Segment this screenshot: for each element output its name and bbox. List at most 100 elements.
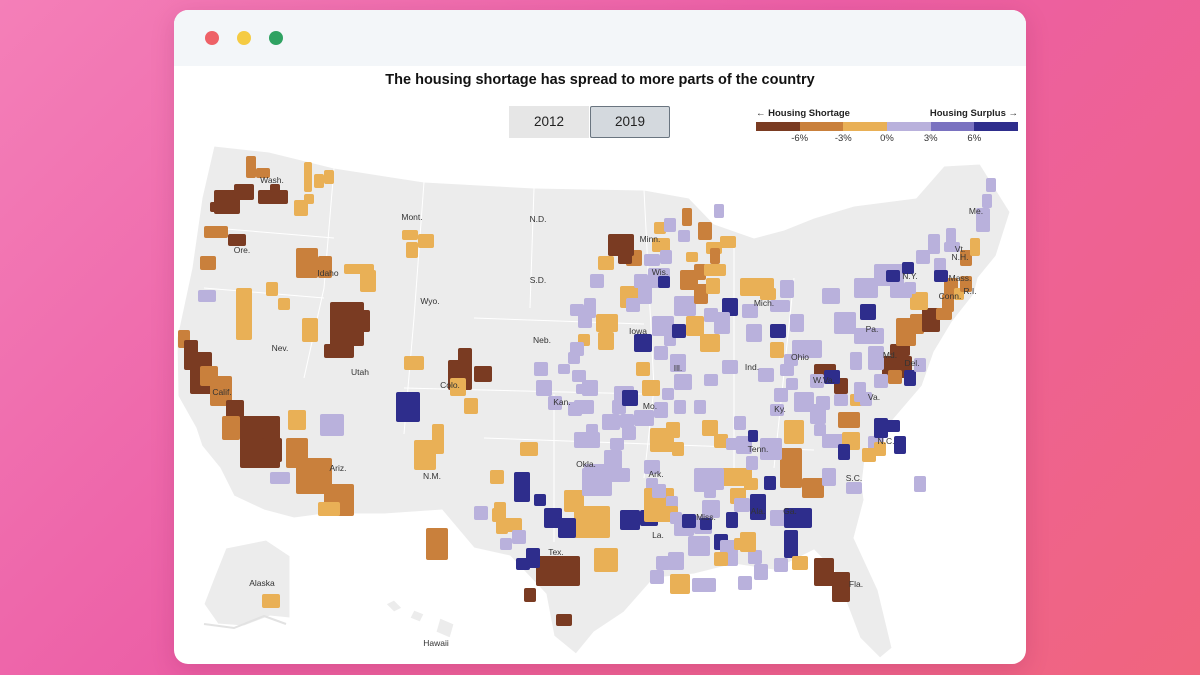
metro-area	[534, 362, 548, 376]
metro-area	[770, 300, 790, 312]
metro-area	[586, 424, 598, 436]
metro-area	[598, 332, 614, 350]
metro-area	[910, 314, 924, 334]
state-label: Va.	[868, 392, 880, 402]
metro-area	[654, 346, 668, 360]
metro-area	[934, 258, 946, 272]
state-label: Ky.	[774, 404, 786, 414]
metro-area	[568, 402, 582, 416]
metro-area	[296, 248, 318, 278]
metro-area	[922, 308, 940, 332]
metro-area	[794, 392, 814, 412]
state-label: W.Va.	[813, 375, 835, 385]
metro-area	[694, 284, 708, 304]
metro-area	[544, 508, 562, 528]
legend-swatch	[843, 122, 888, 131]
year-toggle-2019[interactable]: 2019	[590, 106, 670, 138]
legend-tick: -3%	[834, 133, 852, 144]
state-label: Okla.	[576, 459, 596, 469]
metro-area	[496, 520, 508, 534]
metro-area	[324, 170, 334, 184]
metro-area	[722, 360, 738, 374]
maximize-window-button[interactable]	[269, 31, 283, 45]
metro-area	[874, 418, 888, 438]
map-headline: The housing shortage has spread to more …	[385, 72, 815, 88]
metro-area	[946, 228, 956, 244]
metro-area	[692, 578, 716, 592]
metro-area	[490, 470, 504, 484]
metro-area	[262, 594, 280, 608]
metro-area	[986, 178, 996, 192]
metro-area	[734, 416, 746, 430]
state-label: Hawaii	[423, 638, 449, 648]
close-window-button[interactable]	[205, 31, 219, 45]
metro-area	[572, 370, 586, 382]
metro-area	[474, 506, 488, 520]
metro-area	[414, 440, 436, 470]
state-label: Mo.	[643, 401, 657, 411]
metro-area	[704, 486, 716, 498]
metro-area	[634, 274, 648, 288]
metro-area	[670, 512, 682, 524]
metro-area	[786, 378, 798, 390]
metro-area	[634, 334, 652, 352]
metro-area	[874, 374, 888, 388]
metro-area	[652, 316, 674, 336]
metro-area	[780, 448, 802, 488]
metro-area	[748, 430, 758, 442]
year-toggle-2012[interactable]: 2012	[509, 106, 589, 138]
metro-area	[888, 370, 902, 384]
metro-area	[512, 530, 526, 544]
state-label: Ariz.	[330, 463, 347, 473]
metro-area	[406, 242, 418, 258]
metro-area	[524, 588, 536, 602]
state-label: Alaska	[249, 578, 275, 588]
metro-area	[694, 264, 706, 280]
metro-area	[814, 558, 834, 586]
metro-area	[936, 308, 952, 320]
metro-area	[526, 548, 540, 568]
metro-area	[418, 234, 434, 248]
metro-area	[902, 262, 914, 274]
metro-area	[302, 318, 318, 342]
metro-area	[686, 316, 704, 336]
metro-area	[780, 280, 794, 298]
metro-area	[774, 558, 788, 572]
metro-area	[426, 528, 448, 560]
metro-area	[792, 340, 822, 358]
legend-tick: 6%	[967, 133, 982, 144]
metro-area	[810, 374, 824, 388]
metro-areas	[178, 156, 996, 626]
state-label: Pa.	[866, 324, 879, 334]
metro-area	[664, 218, 676, 232]
legend-swatch	[887, 122, 931, 131]
state-label: Neb.	[533, 335, 551, 345]
metro-area	[886, 270, 900, 282]
state-label: Iowa	[629, 326, 647, 336]
legend-swatch	[799, 122, 844, 131]
metro-area	[198, 290, 216, 302]
metro-area	[598, 256, 614, 270]
metro-area	[704, 264, 726, 276]
metro-area	[656, 556, 670, 570]
state-label: Wis.	[652, 267, 669, 277]
metro-area	[740, 532, 756, 552]
metro-area	[748, 550, 762, 564]
legend-swatch	[974, 122, 1019, 131]
metro-area	[910, 292, 928, 310]
metro-area	[210, 202, 220, 212]
window-titlebar	[174, 10, 1026, 66]
metro-area	[674, 296, 696, 316]
state-label: Colo.	[440, 380, 460, 390]
metro-area	[764, 476, 776, 490]
state-label: N.Y.	[902, 271, 917, 281]
minimize-window-button[interactable]	[237, 31, 251, 45]
metro-area	[914, 476, 926, 492]
metro-area	[500, 538, 512, 550]
metro-area	[960, 250, 972, 266]
metro-area	[200, 256, 216, 270]
state-label: Calif.	[212, 387, 231, 397]
state-label: Vt.	[955, 244, 965, 254]
metro-area	[846, 482, 862, 494]
metro-area	[534, 494, 546, 506]
